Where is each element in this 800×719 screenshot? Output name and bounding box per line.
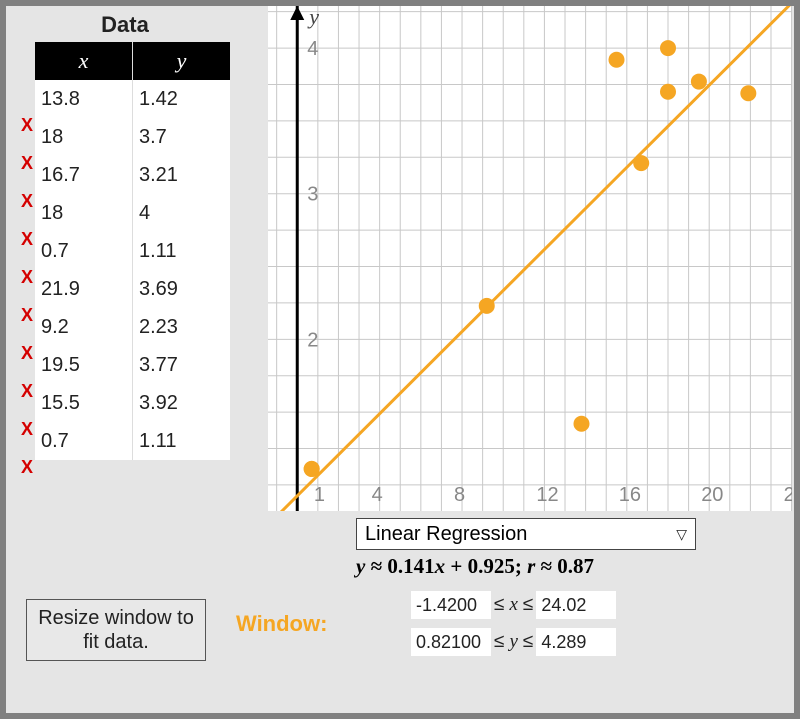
cell-x[interactable]: 15.5: [35, 384, 133, 422]
delete-row-icon[interactable]: X: [19, 296, 35, 334]
data-panel: Data x y 13.81.42183.716.73.211840.71.11…: [20, 10, 230, 460]
leq-icon: ≤: [494, 631, 504, 653]
resize-window-button[interactable]: Resize window to fit data.: [26, 599, 206, 661]
leq-icon: ≤: [523, 631, 533, 653]
table-row: 16.73.21: [35, 156, 230, 194]
delete-row-icon[interactable]: X: [19, 258, 35, 296]
svg-text:3: 3: [307, 184, 318, 206]
regression-select[interactable]: Linear Regression ▽: [356, 518, 696, 550]
regression-equation: y ≈ 0.141x + 0.925; r ≈ 0.87: [356, 554, 594, 579]
cell-y[interactable]: 1.11: [133, 422, 231, 460]
cell-x[interactable]: 9.2: [35, 308, 133, 346]
x-max-input[interactable]: [536, 591, 616, 619]
table-row: 184: [35, 194, 230, 232]
svg-text:4: 4: [372, 484, 383, 506]
table-row: 183.7: [35, 118, 230, 156]
cell-y[interactable]: 3.77: [133, 346, 231, 384]
table-row: 0.71.11: [35, 232, 230, 270]
cell-y[interactable]: 4: [133, 194, 231, 232]
cell-y[interactable]: 3.69: [133, 270, 231, 308]
svg-text:4: 4: [307, 38, 318, 60]
leq-icon: ≤: [494, 594, 504, 616]
delete-row-icon[interactable]: X: [19, 220, 35, 258]
cell-x[interactable]: 19.5: [35, 346, 133, 384]
delete-row-icon[interactable]: X: [19, 372, 35, 410]
window-x-range: ≤ x ≤: [411, 591, 616, 619]
svg-text:20: 20: [701, 484, 723, 506]
svg-text:8: 8: [454, 484, 465, 506]
svg-text:y: y: [307, 6, 319, 29]
table-row: 0.71.11: [35, 422, 230, 460]
cell-x[interactable]: 0.7: [35, 422, 133, 460]
table-row: 21.93.69: [35, 270, 230, 308]
cell-x[interactable]: 18: [35, 194, 133, 232]
svg-text:12: 12: [536, 484, 558, 506]
table-row: 15.53.92: [35, 384, 230, 422]
cell-x[interactable]: 16.7: [35, 156, 133, 194]
data-table-wrap: x y 13.81.42183.716.73.211840.71.1121.93…: [20, 42, 230, 460]
y-min-input[interactable]: [411, 628, 491, 656]
cell-x[interactable]: 18: [35, 118, 133, 156]
cell-y[interactable]: 3.21: [133, 156, 231, 194]
col-header-x: x: [35, 42, 133, 80]
svg-text:16: 16: [619, 484, 641, 506]
svg-text:24: 24: [784, 484, 792, 506]
delete-row-icon[interactable]: X: [19, 334, 35, 372]
cell-y[interactable]: 1.11: [133, 232, 231, 270]
table-row: 13.81.42: [35, 80, 230, 118]
x-min-input[interactable]: [411, 591, 491, 619]
y-var-label: y: [507, 631, 519, 653]
svg-text:1: 1: [314, 484, 325, 506]
cell-y[interactable]: 3.92: [133, 384, 231, 422]
window-label: Window:: [236, 611, 327, 637]
data-title: Data: [20, 12, 230, 38]
delete-row-icon[interactable]: X: [19, 182, 35, 220]
cell-x[interactable]: 13.8: [35, 80, 133, 118]
scatter-chart: y 2 3 4 1 4 8 12 16 20 24: [268, 6, 792, 511]
chevron-down-icon: ▽: [676, 526, 687, 543]
data-table: x y 13.81.42183.716.73.211840.71.1121.93…: [35, 42, 230, 460]
table-row: 19.53.77: [35, 346, 230, 384]
delete-row-icon[interactable]: X: [19, 106, 35, 144]
cell-x[interactable]: 0.7: [35, 232, 133, 270]
delete-row-icon[interactable]: X: [19, 144, 35, 182]
cell-x[interactable]: 21.9: [35, 270, 133, 308]
window-y-range: ≤ y ≤: [411, 628, 616, 656]
svg-text:2: 2: [307, 329, 318, 351]
cell-y[interactable]: 1.42: [133, 80, 231, 118]
app-root: Data x y 13.81.42183.716.73.211840.71.11…: [6, 6, 794, 713]
col-header-y: y: [133, 42, 231, 80]
regression-select-label: Linear Regression: [365, 523, 527, 546]
delete-row-icon[interactable]: X: [19, 410, 35, 448]
delete-row-icon[interactable]: X: [19, 448, 35, 486]
cell-y[interactable]: 2.23: [133, 308, 231, 346]
cell-y[interactable]: 3.7: [133, 118, 231, 156]
leq-icon: ≤: [523, 594, 533, 616]
table-row: 9.22.23: [35, 308, 230, 346]
x-var-label: x: [507, 594, 519, 616]
y-max-input[interactable]: [536, 628, 616, 656]
